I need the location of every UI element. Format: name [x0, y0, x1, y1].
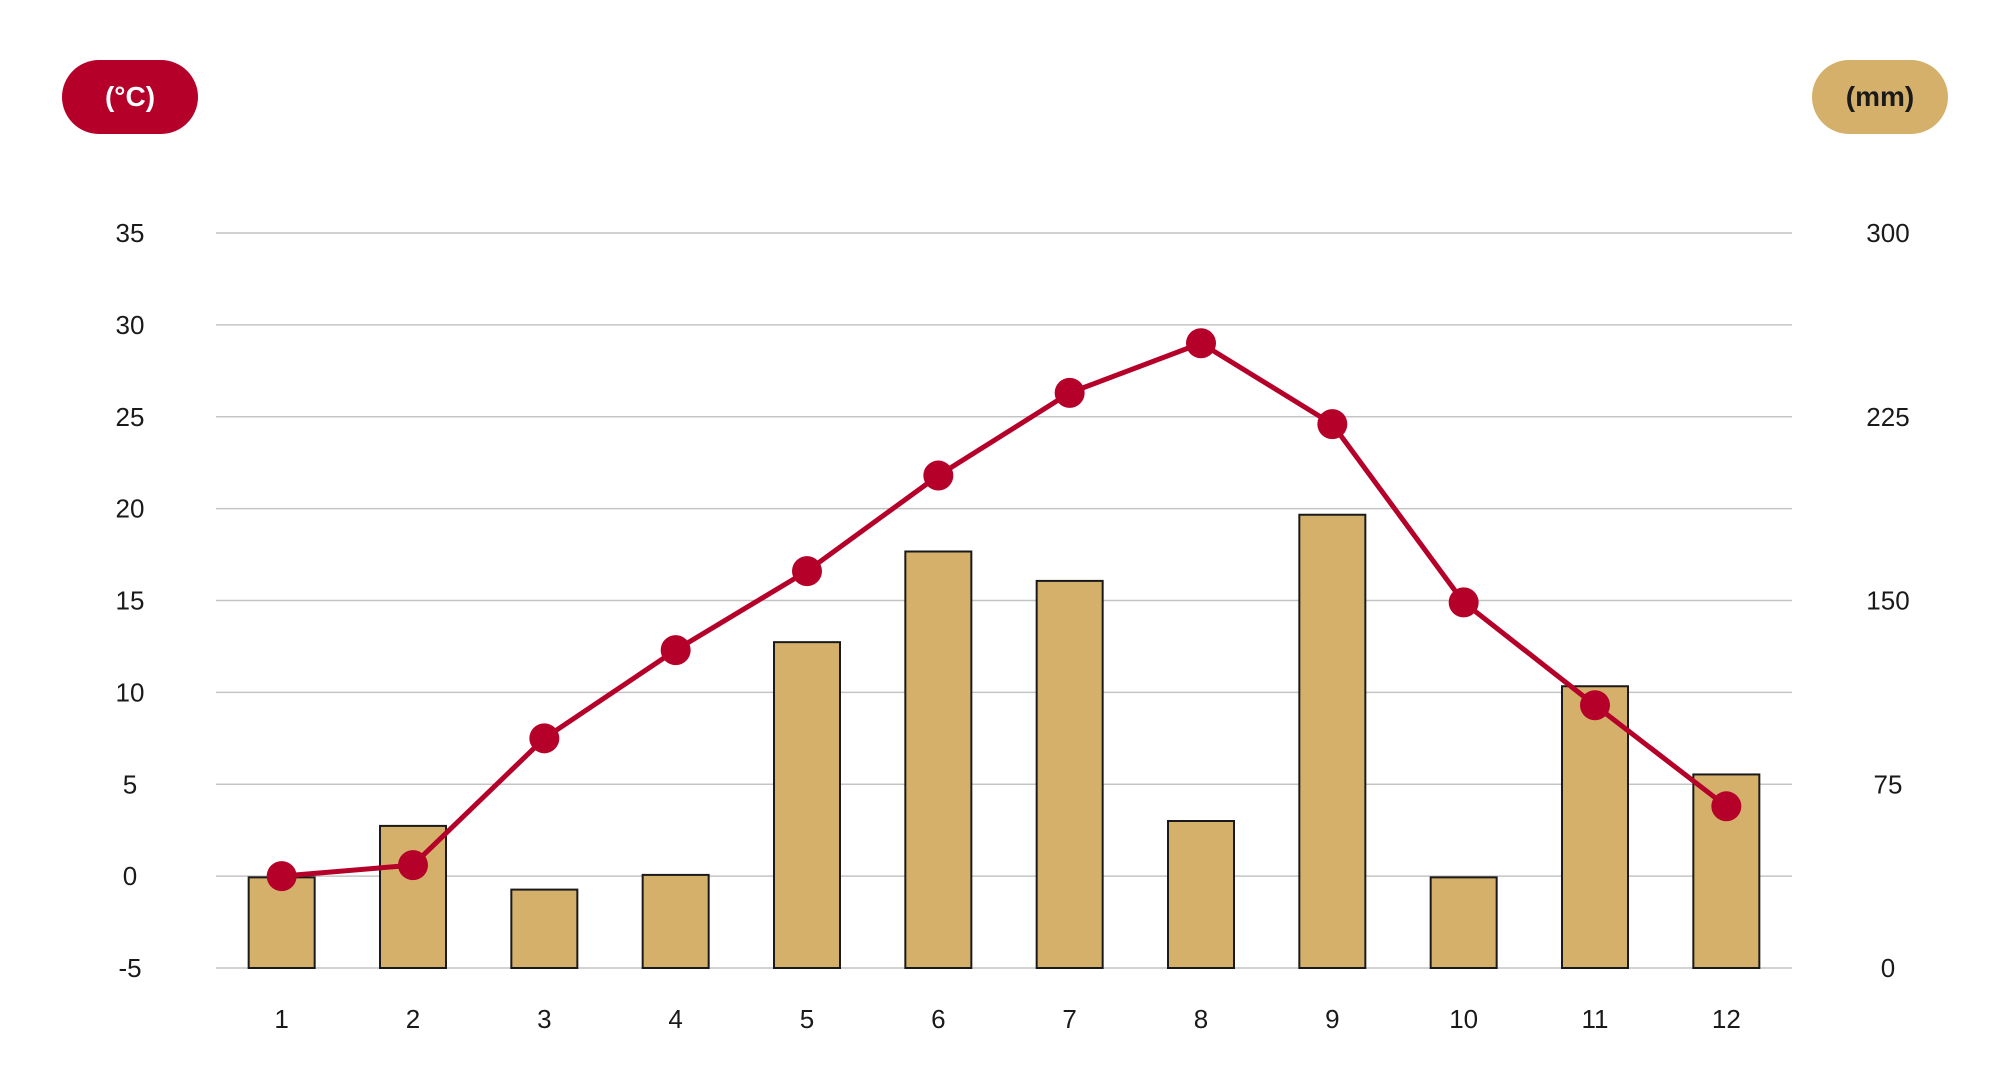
- y-left-tick-label: 20: [116, 494, 145, 524]
- precipitation-bar: [1429, 876, 1498, 969]
- x-tick-label: 10: [1449, 1004, 1478, 1034]
- x-tick-label: 1: [274, 1004, 288, 1034]
- y-left-tick-label: 15: [116, 586, 145, 616]
- x-tick-label: 6: [931, 1004, 945, 1034]
- precipitation-bar: [1561, 685, 1629, 969]
- y-right-tick-label: 75: [1874, 769, 1903, 799]
- x-tick-label: 7: [1062, 1004, 1076, 1034]
- x-tick-label: 12: [1712, 1004, 1741, 1034]
- y-left-tick-label: 10: [116, 677, 145, 707]
- temperature-line: [281, 340, 1728, 879]
- precipitation-bar: [904, 550, 973, 969]
- precipitation-bar: [510, 888, 579, 969]
- x-tick-label: 11: [1582, 1004, 1609, 1034]
- temperature-point: [1711, 791, 1742, 822]
- temperature-point: [529, 723, 560, 754]
- x-tick-label: 2: [406, 1004, 420, 1034]
- precipitation-bar: [379, 824, 447, 970]
- temperature-point: [792, 556, 822, 587]
- y-right-tick-label: 150: [1866, 586, 1909, 616]
- precipitation-bar: [1167, 820, 1235, 969]
- temperature-point: [398, 850, 428, 881]
- y-right-tick-label: 0: [1881, 953, 1895, 983]
- y-right-tick-label: 300: [1866, 218, 1909, 248]
- x-tick-label: 9: [1325, 1004, 1339, 1034]
- y-left-tick-label: 35: [116, 218, 145, 248]
- y-left-tick-label: 0: [123, 861, 137, 891]
- y-left-tick-label: 5: [123, 769, 137, 799]
- y-left-tick-label: 30: [116, 310, 145, 340]
- temperature-point: [1186, 328, 1216, 359]
- x-tick-label: 4: [668, 1004, 682, 1034]
- x-tick-label: 3: [537, 1004, 551, 1034]
- y-left-tick-label: -5: [118, 953, 141, 983]
- temperature-point: [1580, 690, 1610, 721]
- temperature-point: [1054, 377, 1085, 408]
- y-right-tick-label: 225: [1866, 402, 1909, 432]
- precipitation-unit-badge: (mm): [1812, 60, 1948, 134]
- x-tick-label: 8: [1194, 1004, 1208, 1034]
- temperature-point: [1317, 409, 1348, 440]
- temperature-point: [660, 635, 691, 666]
- temperature-point: [266, 861, 297, 892]
- temperature-point: [923, 460, 954, 491]
- x-tick-label: 5: [800, 1004, 814, 1034]
- precipitation-bar: [1035, 579, 1104, 970]
- precipitation-bar: [641, 873, 710, 970]
- temperature-unit-badge: (°C): [62, 60, 198, 134]
- temperature-point: [1448, 587, 1479, 618]
- precipitation-bar: [773, 641, 841, 970]
- y-left-tick-label: 25: [116, 402, 145, 432]
- precipitation-bar: [1298, 513, 1367, 969]
